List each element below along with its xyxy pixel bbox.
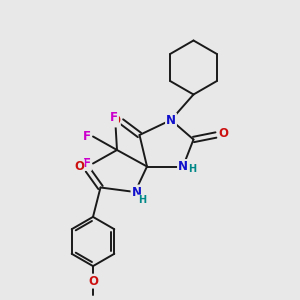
Text: O: O: [110, 113, 120, 127]
Text: O: O: [88, 274, 98, 288]
Text: N: N: [131, 185, 142, 199]
Text: F: F: [83, 130, 91, 143]
Text: N: N: [166, 113, 176, 127]
Text: O: O: [218, 127, 229, 140]
Text: H: H: [138, 195, 147, 206]
Text: F: F: [83, 157, 91, 170]
Text: N: N: [178, 160, 188, 173]
Text: O: O: [74, 160, 84, 173]
Text: H: H: [188, 164, 197, 174]
Text: F: F: [110, 111, 118, 124]
